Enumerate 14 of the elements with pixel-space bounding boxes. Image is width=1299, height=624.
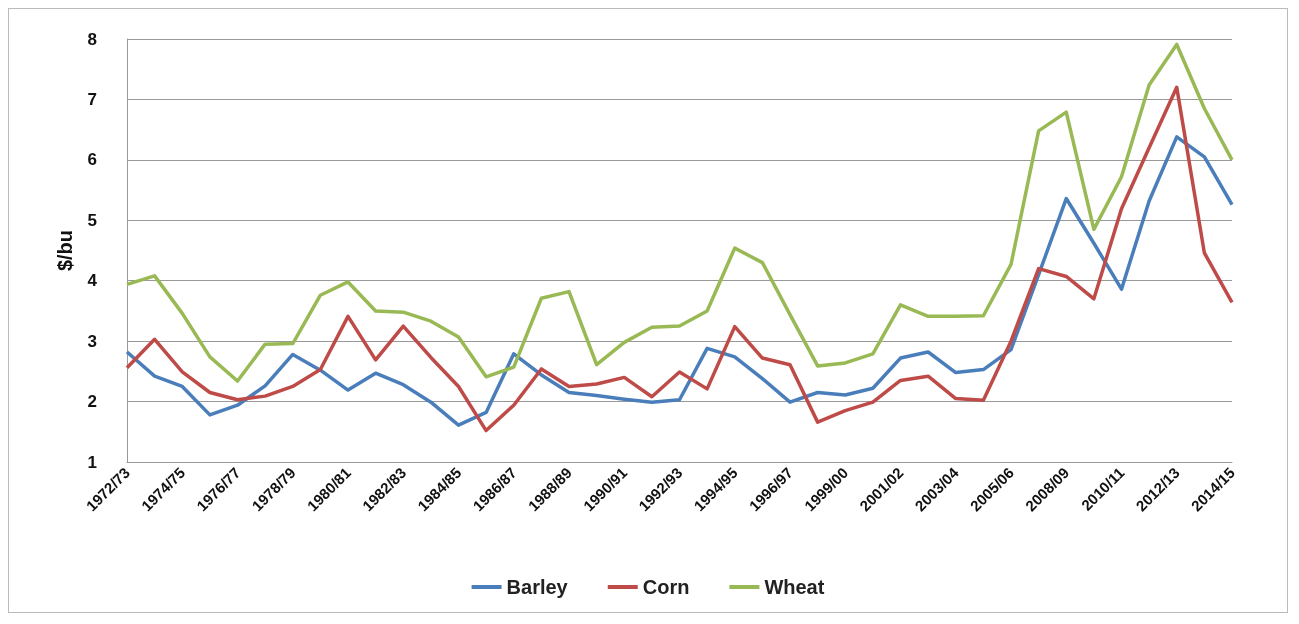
legend-label: Barley bbox=[506, 576, 569, 598]
line-series bbox=[125, 85, 1234, 433]
y-axis-title: $/bu bbox=[54, 229, 76, 272]
y-tick-label: 8 bbox=[87, 29, 97, 49]
y-tick-label: 3 bbox=[87, 331, 97, 351]
legend-label: Wheat bbox=[764, 576, 825, 598]
y-tick-label: 4 bbox=[87, 271, 98, 291]
y-tick-label: 1 bbox=[87, 452, 97, 472]
y-tick-label: 2 bbox=[87, 392, 97, 412]
y-tick-label: 7 bbox=[87, 89, 97, 109]
y-tick-label: 6 bbox=[87, 150, 97, 170]
y-tick-label: 5 bbox=[87, 210, 97, 230]
legend-label: Corn bbox=[642, 576, 690, 598]
line-series bbox=[125, 135, 1234, 427]
